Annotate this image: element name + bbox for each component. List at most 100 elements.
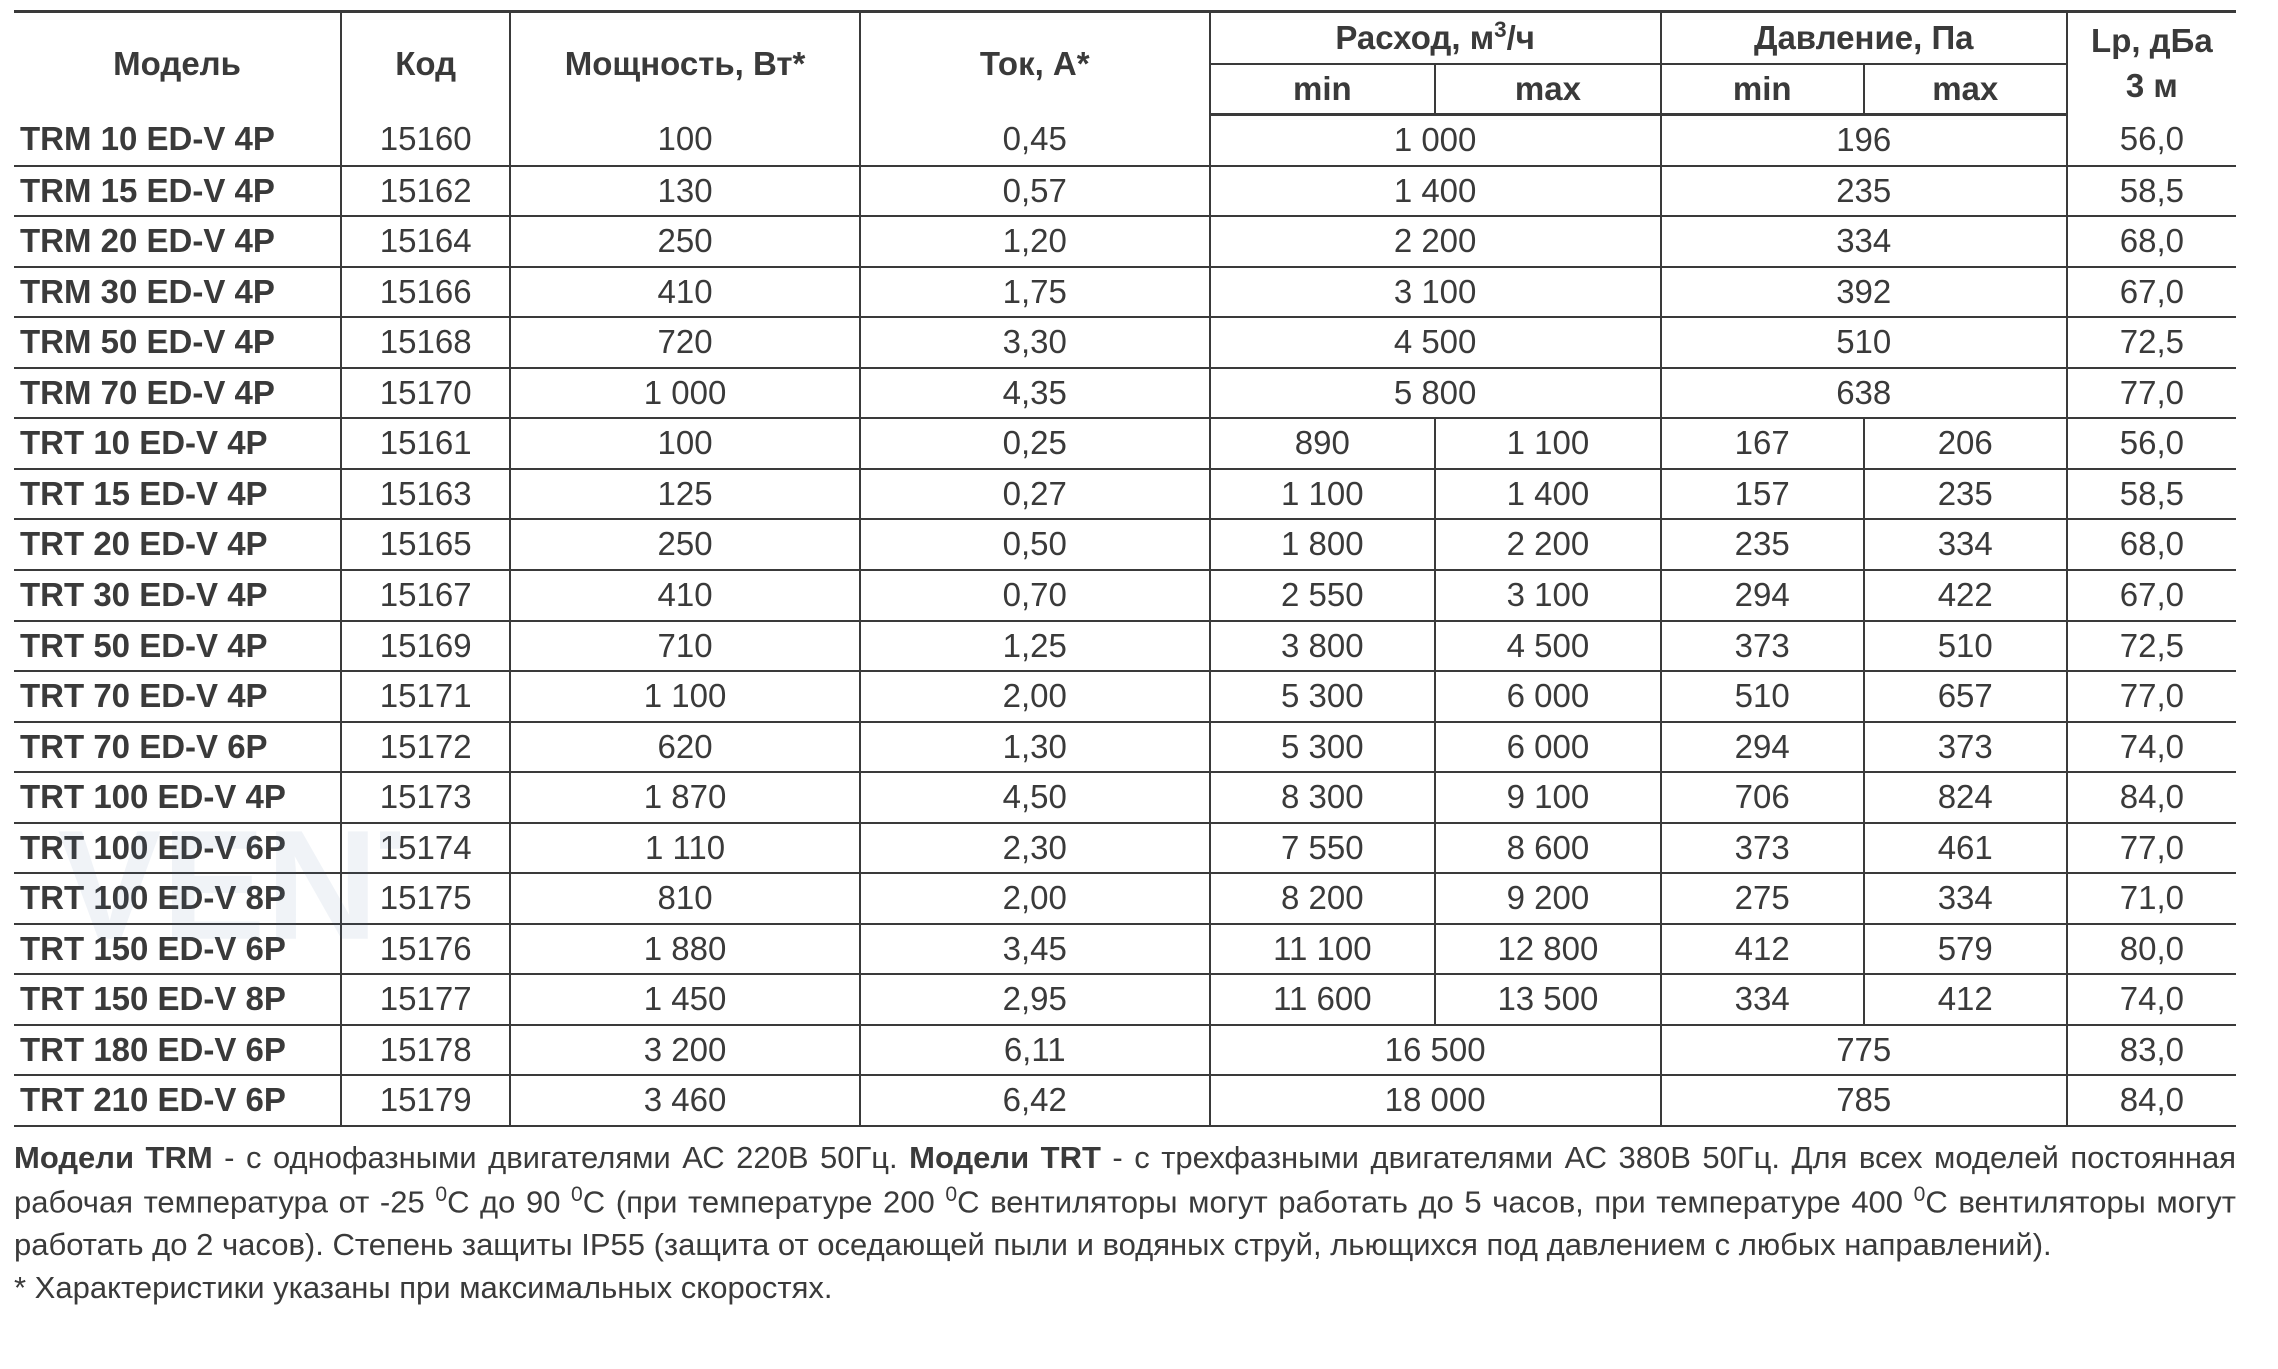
cell: TRT 20 ED-V 4P: [14, 519, 341, 570]
cell: 15172: [341, 722, 510, 773]
footnote-bold-trt: Модели TRT: [909, 1140, 1101, 1175]
cell: 100: [510, 115, 860, 166]
table-row: TRT 30 ED-V 4P151674100,702 5503 1002944…: [14, 570, 2236, 621]
cell: 2 200: [1435, 519, 1661, 570]
footnote: Модели TRM - с однофазными двигателями А…: [14, 1137, 2236, 1309]
cell: 15173: [341, 772, 510, 823]
cell: 8 200: [1210, 873, 1436, 924]
cell: 15170: [341, 368, 510, 419]
cell: 3 100: [1435, 570, 1661, 621]
degree-sup: 0: [435, 1183, 447, 1206]
cell: 0,50: [860, 519, 1210, 570]
cell: 15167: [341, 570, 510, 621]
cell: 334: [1661, 974, 1864, 1025]
cell: 11 600: [1210, 974, 1436, 1025]
cell: TRT 70 ED-V 4P: [14, 671, 341, 722]
cell: 510: [1661, 671, 1864, 722]
cell: 15171: [341, 671, 510, 722]
cell: 67,0: [2067, 570, 2236, 621]
cell: TRM 20 ED-V 4P: [14, 216, 341, 267]
footnote-asterisk: * Характеристики указаны при максимальны…: [14, 1270, 833, 1305]
cell: 1 100: [510, 671, 860, 722]
cell: 15174: [341, 823, 510, 874]
col-power: Мощность, Вт*: [510, 12, 860, 115]
cell: 157: [1661, 469, 1864, 520]
cell: 68,0: [2067, 216, 2236, 267]
cell: TRM 70 ED-V 4P: [14, 368, 341, 419]
cell: 1 880: [510, 924, 860, 975]
footnote-bold-trm: Модели TRM: [14, 1140, 213, 1175]
cell: 77,0: [2067, 368, 2236, 419]
col-press-max: max: [1864, 64, 2067, 115]
cell: 15164: [341, 216, 510, 267]
cell: 2 550: [1210, 570, 1436, 621]
cell: 334: [1864, 873, 2067, 924]
cell: 1 100: [1210, 469, 1436, 520]
table-row: TRT 70 ED-V 4P151711 1002,005 3006 00051…: [14, 671, 2236, 722]
table-row: TRT 70 ED-V 6P151726201,305 3006 0002943…: [14, 722, 2236, 773]
col-model: Модель: [14, 12, 341, 115]
cell: 56,0: [2067, 418, 2236, 469]
degree-sup: 0: [1914, 1183, 1926, 1206]
cell: 0,57: [860, 166, 1210, 217]
cell: 77,0: [2067, 823, 2236, 874]
cell: 1,30: [860, 722, 1210, 773]
col-press-min: min: [1661, 64, 1864, 115]
col-flow-max: max: [1435, 64, 1661, 115]
cell: 1 870: [510, 772, 860, 823]
cell: TRM 50 ED-V 4P: [14, 317, 341, 368]
cell: 9 100: [1435, 772, 1661, 823]
cell: 72,5: [2067, 317, 2236, 368]
cell: 15177: [341, 974, 510, 1025]
col-current: Ток, А*: [860, 12, 1210, 115]
table-row: TRM 15 ED-V 4P151621300,571 40023558,5: [14, 166, 2236, 217]
cell: TRT 100 ED-V 6P: [14, 823, 341, 874]
cell: TRT 150 ED-V 6P: [14, 924, 341, 975]
table-row: TRM 20 ED-V 4P151642501,202 20033468,0: [14, 216, 2236, 267]
cell: 15165: [341, 519, 510, 570]
cell: 125: [510, 469, 860, 520]
cell: 12 800: [1435, 924, 1661, 975]
cell: 130: [510, 166, 860, 217]
cell: 657: [1864, 671, 2067, 722]
cell: TRT 50 ED-V 4P: [14, 621, 341, 672]
cell: 373: [1661, 621, 1864, 672]
cell: 3 800: [1210, 621, 1436, 672]
cell: 0,25: [860, 418, 1210, 469]
table-row: TRT 15 ED-V 4P151631250,271 1001 4001572…: [14, 469, 2236, 520]
table-row: TRT 100 ED-V 6P151741 1102,307 5508 6003…: [14, 823, 2236, 874]
cell: 15162: [341, 166, 510, 217]
cell: 18 000: [1210, 1075, 1661, 1126]
cell: 0,27: [860, 469, 1210, 520]
table-row: TRT 50 ED-V 4P151697101,253 8004 5003735…: [14, 621, 2236, 672]
table-row: TRT 180 ED-V 6P151783 2006,1116 50077583…: [14, 1025, 2236, 1076]
cell: 720: [510, 317, 860, 368]
cell: 1 100: [1435, 418, 1661, 469]
cell: TRT 150 ED-V 8P: [14, 974, 341, 1025]
table-row: TRT 10 ED-V 4P151611000,258901 100167206…: [14, 418, 2236, 469]
cell: 0,70: [860, 570, 1210, 621]
cell: 4,35: [860, 368, 1210, 419]
col-lp: Lp, дБа3 м: [2067, 12, 2236, 115]
cell: 1 400: [1210, 166, 1661, 217]
cell: TRM 30 ED-V 4P: [14, 267, 341, 318]
cell: 3 100: [1210, 267, 1661, 318]
cell: 6 000: [1435, 671, 1661, 722]
cell: 410: [510, 570, 860, 621]
cell: 890: [1210, 418, 1436, 469]
spec-table: Модель Код Мощность, Вт* Ток, А* Расход,…: [14, 10, 2236, 1127]
cell: 250: [510, 519, 860, 570]
cell: 810: [510, 873, 860, 924]
cell: 410: [510, 267, 860, 318]
cell: 579: [1864, 924, 2067, 975]
cell: TRT 100 ED-V 4P: [14, 772, 341, 823]
table-row: TRM 50 ED-V 4P151687203,304 50051072,5: [14, 317, 2236, 368]
cell: 392: [1661, 267, 2067, 318]
footnote-text: С вентиляторы могут работать до 5 часов,…: [957, 1184, 1914, 1219]
cell: 785: [1661, 1075, 2067, 1126]
cell: 67,0: [2067, 267, 2236, 318]
cell: 16 500: [1210, 1025, 1661, 1076]
cell: 412: [1864, 974, 2067, 1025]
cell: 710: [510, 621, 860, 672]
cell: 235: [1661, 166, 2067, 217]
